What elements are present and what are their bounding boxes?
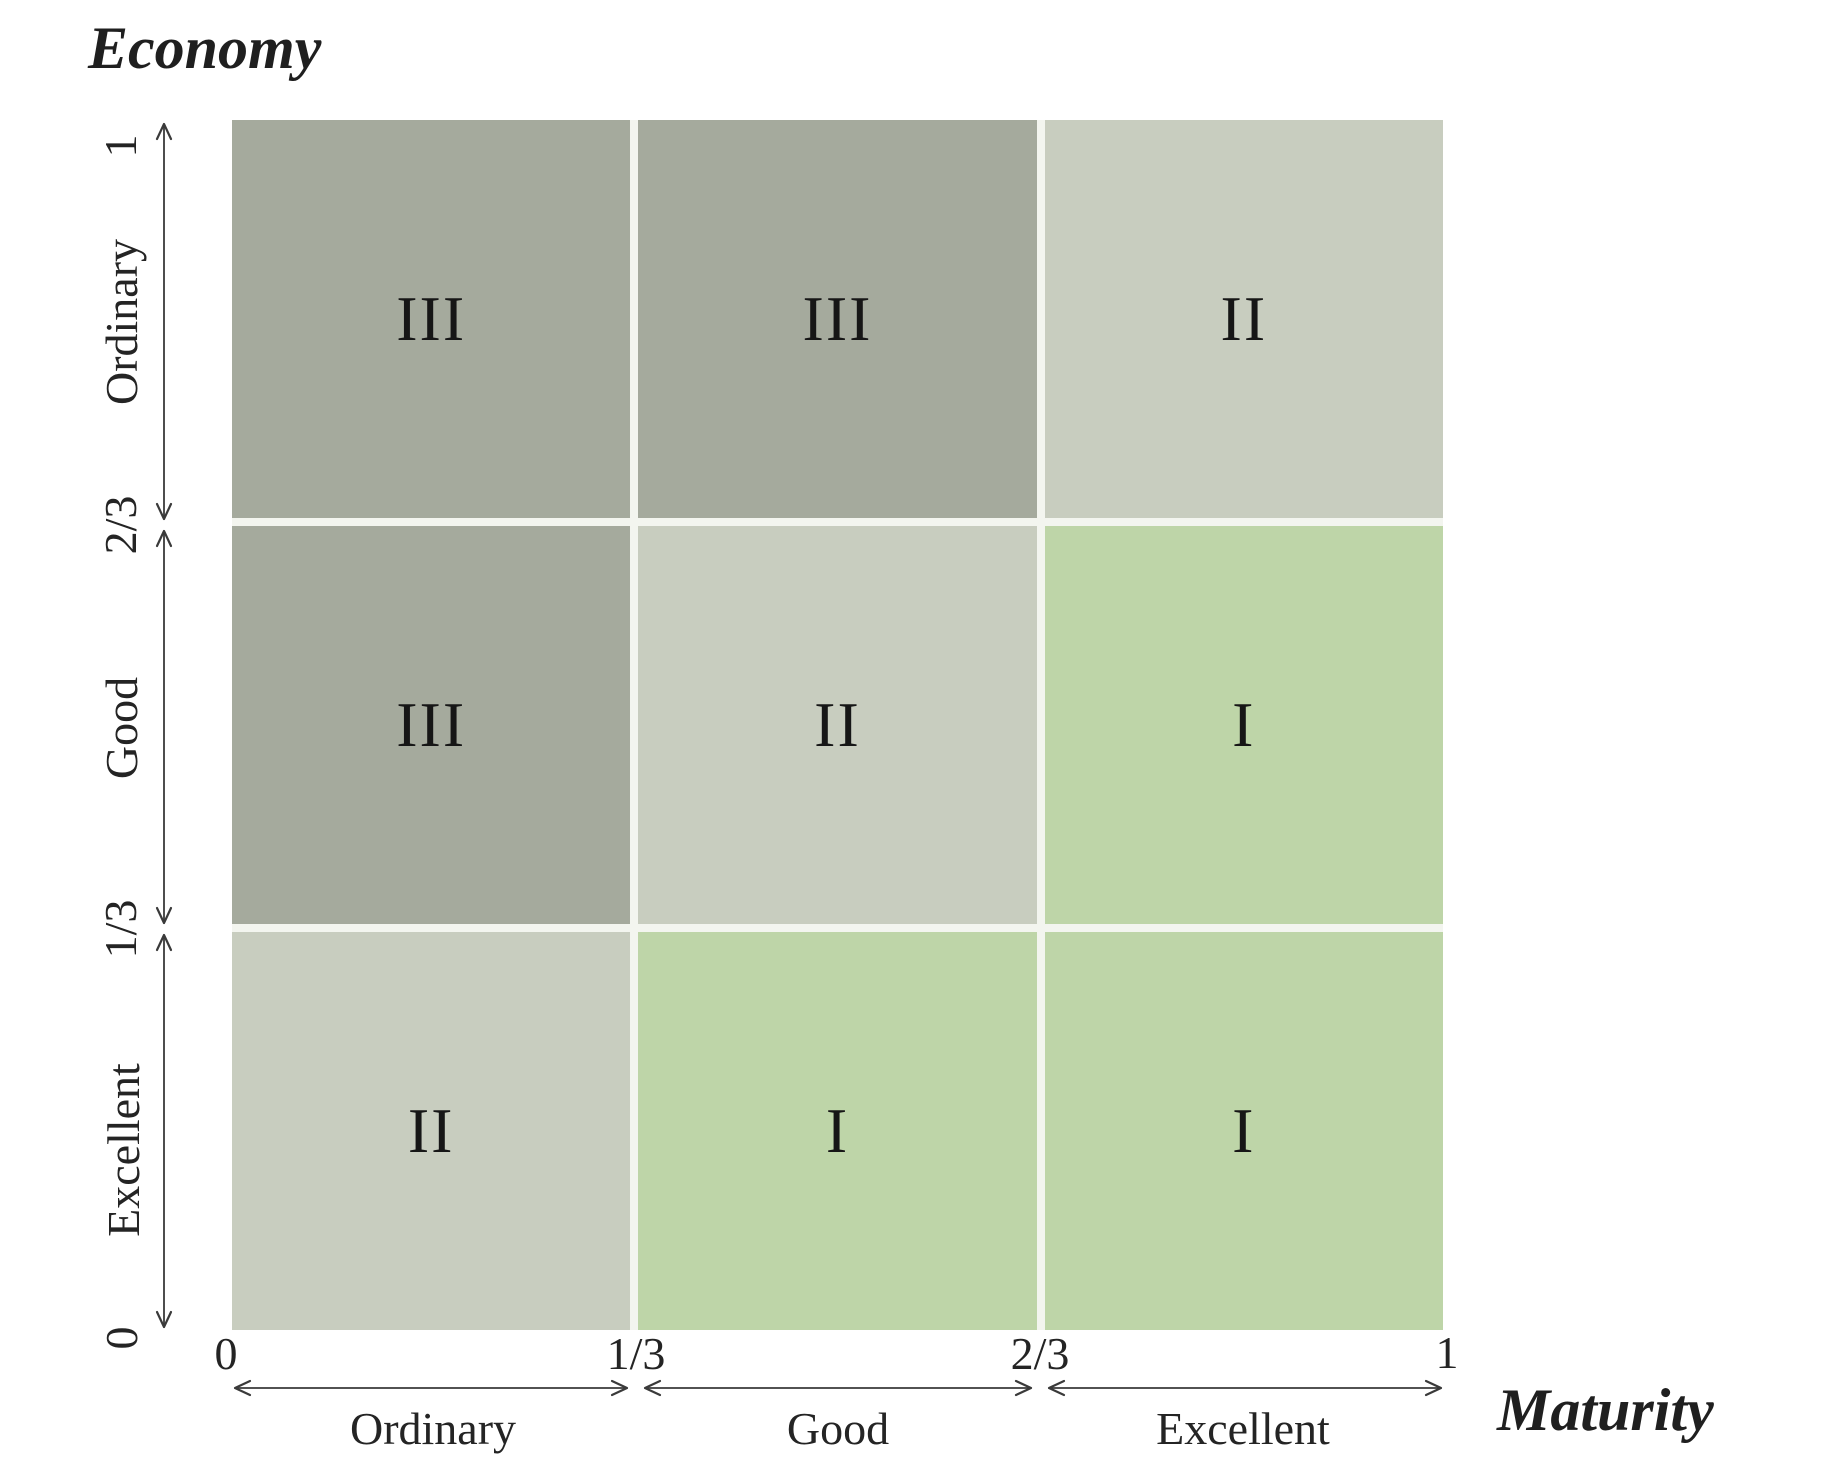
- y-axis-segment-good: [155, 529, 173, 925]
- y-tick-0: 0: [96, 1326, 147, 1350]
- x-tick-1-3: 1/3: [606, 1328, 666, 1379]
- y-category-excellent: Excellent: [98, 1063, 149, 1237]
- matrix-cell-r1c2: III: [638, 120, 1037, 518]
- y-tick-2-3: 2/3: [95, 495, 146, 555]
- y-tick-1-3: 1/3: [95, 899, 146, 959]
- y-axis-title: Economy: [88, 15, 322, 81]
- x-axis-segment-excellent: [1047, 1379, 1443, 1397]
- x-tick-0: 0: [214, 1328, 238, 1379]
- y-category-ordinary: Ordinary: [96, 238, 147, 406]
- x-tick-2-3: 2/3: [1010, 1328, 1070, 1379]
- x-axis-segment-ordinary: [233, 1379, 629, 1397]
- y-axis-segment-excellent: [155, 933, 173, 1329]
- matrix-cell-r2c1: III: [232, 526, 631, 924]
- x-tick-1: 1: [1435, 1327, 1459, 1378]
- x-axis-title: Maturity: [1497, 1377, 1714, 1443]
- x-category-excellent: Excellent: [1156, 1403, 1330, 1454]
- y-tick-1: 1: [95, 134, 146, 158]
- matrix-cell-r3c2: I: [638, 932, 1037, 1330]
- x-axis-segment-good: [643, 1379, 1033, 1397]
- x-category-ordinary: Ordinary: [349, 1403, 517, 1454]
- y-axis-segment-ordinary: [155, 122, 173, 521]
- matrix-cell-r3c3: I: [1044, 932, 1443, 1330]
- matrix-cell-r2c2: II: [638, 526, 1037, 924]
- x-category-good: Good: [786, 1403, 890, 1454]
- matrix-cell-r3c1: II: [232, 932, 631, 1330]
- matrix-cell-r2c3: I: [1044, 526, 1443, 924]
- y-category-good: Good: [96, 676, 147, 780]
- matrix-cell-r1c3: II: [1044, 120, 1443, 518]
- zone-matrix: III III II III II I II I I: [232, 120, 1443, 1330]
- matrix-cell-r1c1: III: [232, 120, 631, 518]
